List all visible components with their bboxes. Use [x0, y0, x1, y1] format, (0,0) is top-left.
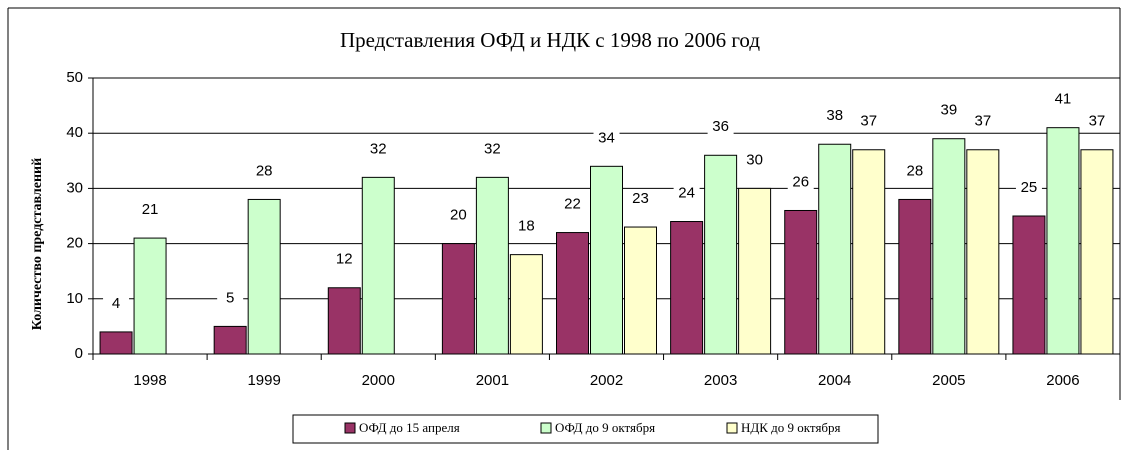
bar: [704, 154, 738, 355]
data-label: 36: [712, 118, 729, 135]
label-bg: [137, 200, 164, 221]
bar: [441, 243, 475, 355]
data-label: 32: [370, 140, 387, 157]
y-tick-label: 40: [66, 124, 83, 141]
label-bg: [787, 172, 814, 193]
data-label: 37: [860, 113, 877, 130]
chart-title: Представления ОФД и НДК с 1998 по 2006 г…: [340, 28, 760, 52]
bar: [475, 176, 509, 355]
bar: [966, 149, 1000, 355]
bar: [509, 254, 543, 355]
label-bg: [593, 128, 620, 149]
bar: [1012, 215, 1046, 355]
bar: [818, 143, 852, 355]
x-tick-label: 2006: [1046, 372, 1079, 389]
data-label: 30: [746, 151, 763, 168]
bar: [361, 176, 395, 355]
label-bg: [365, 139, 392, 160]
x-tick-label: 1998: [133, 372, 166, 389]
legend-label: НДК до 9 октября: [741, 420, 841, 435]
label-bg: [559, 194, 586, 215]
data-label: 5: [226, 289, 234, 306]
data-label: 22: [564, 196, 581, 213]
bar: [590, 165, 623, 355]
label-bg: [627, 189, 654, 210]
label-bg: [513, 216, 540, 237]
label-bg: [251, 161, 278, 182]
data-label: 18: [518, 218, 535, 235]
label-bg: [445, 205, 472, 226]
label-bg: [217, 288, 244, 309]
y-tick-label: 50: [66, 69, 83, 86]
data-label: 4: [112, 295, 120, 312]
y-tick-label: 30: [66, 179, 83, 196]
x-tick-label: 2004: [818, 372, 851, 389]
x-tick-label: 2005: [932, 372, 965, 389]
bar: [898, 198, 932, 355]
legend: [292, 414, 879, 444]
label-bg: [1049, 89, 1076, 110]
y-tick-label: 0: [75, 345, 83, 362]
legend-swatch: [540, 422, 552, 434]
data-label: 23: [632, 190, 649, 207]
label-bg: [855, 111, 882, 132]
bar: [670, 221, 704, 355]
label-bg: [901, 161, 928, 182]
label-bg: [935, 100, 962, 121]
bar: [247, 198, 281, 355]
data-label: 28: [906, 162, 923, 179]
data-label: 37: [974, 113, 991, 130]
bar: [932, 138, 966, 355]
x-tick-label: 2003: [704, 372, 737, 389]
data-label: 34: [598, 129, 615, 146]
legend-label: ОФД до 15 апреля: [359, 420, 460, 435]
data-label: 12: [336, 251, 353, 268]
label-bg: [969, 111, 996, 132]
data-label: 24: [678, 184, 695, 201]
bar: [556, 232, 589, 355]
bar: [1080, 149, 1114, 355]
data-label: 32: [484, 140, 501, 157]
bar: [784, 209, 818, 355]
data-label: 26: [792, 173, 809, 190]
label-bg: [673, 183, 700, 204]
label-bg: [741, 150, 768, 171]
label-bg: [1015, 178, 1042, 198]
x-tick-label: 2001: [476, 372, 509, 389]
data-label: 25: [1021, 179, 1038, 196]
legend-swatch: [344, 422, 356, 434]
label-bg: [331, 249, 358, 270]
bar: [624, 226, 657, 355]
label-bg: [103, 293, 130, 314]
data-label: 28: [256, 162, 273, 179]
data-label: 37: [1089, 113, 1106, 130]
data-label: 39: [940, 102, 957, 119]
legend-label: ОФД до 9 октября: [555, 420, 655, 435]
y-tick-label: 10: [66, 290, 83, 307]
label-bg: [1083, 111, 1110, 132]
data-label: 38: [826, 107, 843, 124]
bar: [99, 331, 133, 355]
label-bg: [707, 117, 734, 138]
x-tick-label: 2002: [590, 372, 623, 389]
label-bg: [479, 139, 506, 160]
y-axis-label: Количество представлений: [30, 158, 45, 330]
data-label: 21: [142, 201, 159, 218]
x-tick-label: 2000: [362, 372, 395, 389]
legend-swatch: [726, 422, 738, 434]
bar: [738, 187, 772, 355]
data-label: 20: [450, 207, 467, 224]
y-tick-label: 20: [66, 235, 83, 252]
bar: [213, 325, 247, 355]
x-tick-label: 1999: [247, 372, 280, 389]
bar: [852, 149, 886, 355]
bar: [327, 287, 361, 355]
data-label: 41: [1055, 91, 1072, 108]
bar: [133, 237, 167, 355]
bar: [1046, 127, 1080, 355]
label-bg: [821, 106, 848, 127]
